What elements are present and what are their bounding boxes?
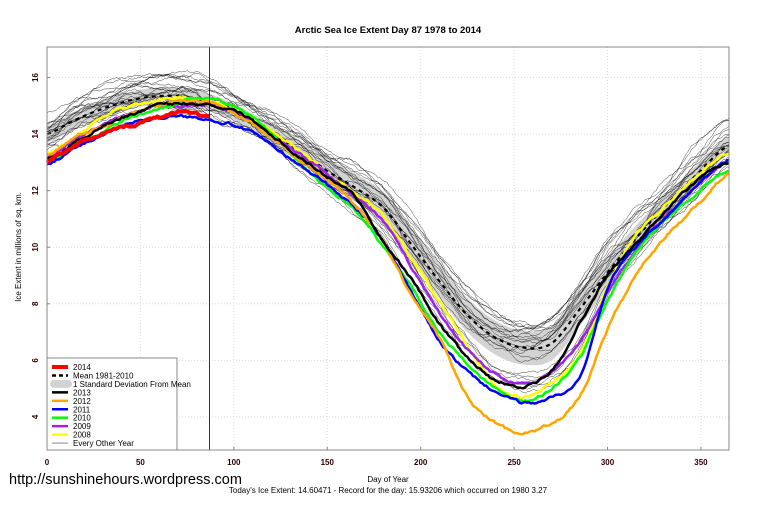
legend-label: 2009: [73, 422, 91, 431]
y-tick-label: 10: [31, 242, 40, 251]
x-tick-label: 50: [136, 458, 145, 467]
legend-swatch: [50, 379, 72, 388]
plot-frame: [46, 46, 730, 451]
y-tick-label: 6: [31, 358, 40, 363]
other-year-line: [46, 73, 730, 333]
named-year-lines: [45, 95, 730, 436]
line-2013: [46, 101, 730, 390]
x-tick-label: 300: [601, 458, 615, 467]
x-axis-label: Day of Year: [367, 475, 409, 484]
other-year-line: [46, 74, 730, 334]
x-tick-label: 250: [507, 458, 521, 467]
x-tick-label: 350: [694, 458, 708, 467]
y-ticks: 4 6 8 10 12 14 16: [31, 73, 50, 419]
y-axis-label: Ice Extent in millions of sq. km.: [14, 192, 23, 302]
mean-line: [46, 94, 730, 350]
watermark-url: http://sunshinehours.wordpress.com: [9, 472, 242, 488]
other-year-line: [46, 70, 730, 328]
other-year-line: [46, 73, 730, 330]
legend-label: 2011: [73, 405, 91, 414]
chart-title: Arctic Sea Ice Extent Day 87 1978 to 201…: [295, 25, 482, 36]
line-2014: [45, 108, 211, 165]
x-tick-label: 0: [45, 458, 50, 467]
legend-label: 2010: [73, 414, 91, 423]
other-year-line: [46, 85, 730, 348]
y-tick-label: 14: [31, 129, 40, 138]
x-tick-label: 200: [414, 458, 428, 467]
x-tick-label: 150: [321, 458, 335, 467]
legend-label: 2012: [73, 397, 91, 406]
legend-label: Mean 1981-2010: [73, 371, 134, 380]
legend-label: Every Other Year: [73, 439, 134, 448]
other-year-line: [46, 88, 729, 343]
legend-label: 2014: [73, 363, 91, 372]
y-tick-label: 8: [31, 301, 40, 306]
mean-line-group: [46, 94, 730, 350]
other-year-line: [46, 74, 730, 329]
other-year-line: [46, 82, 729, 341]
legend-label: 2013: [73, 388, 91, 397]
legend-box: [46, 357, 178, 451]
legend-label: 1 Standard Deviation From Mean: [73, 380, 191, 389]
legend-label: 2008: [73, 431, 91, 440]
y-tick-label: 4: [31, 414, 40, 419]
footer-stats: Today's Ice Extent: 14.60471 - Record fo…: [229, 486, 548, 495]
y-tick-label: 12: [31, 186, 40, 195]
y-tick-label: 16: [31, 73, 40, 82]
x-tick-label: 100: [227, 458, 241, 467]
